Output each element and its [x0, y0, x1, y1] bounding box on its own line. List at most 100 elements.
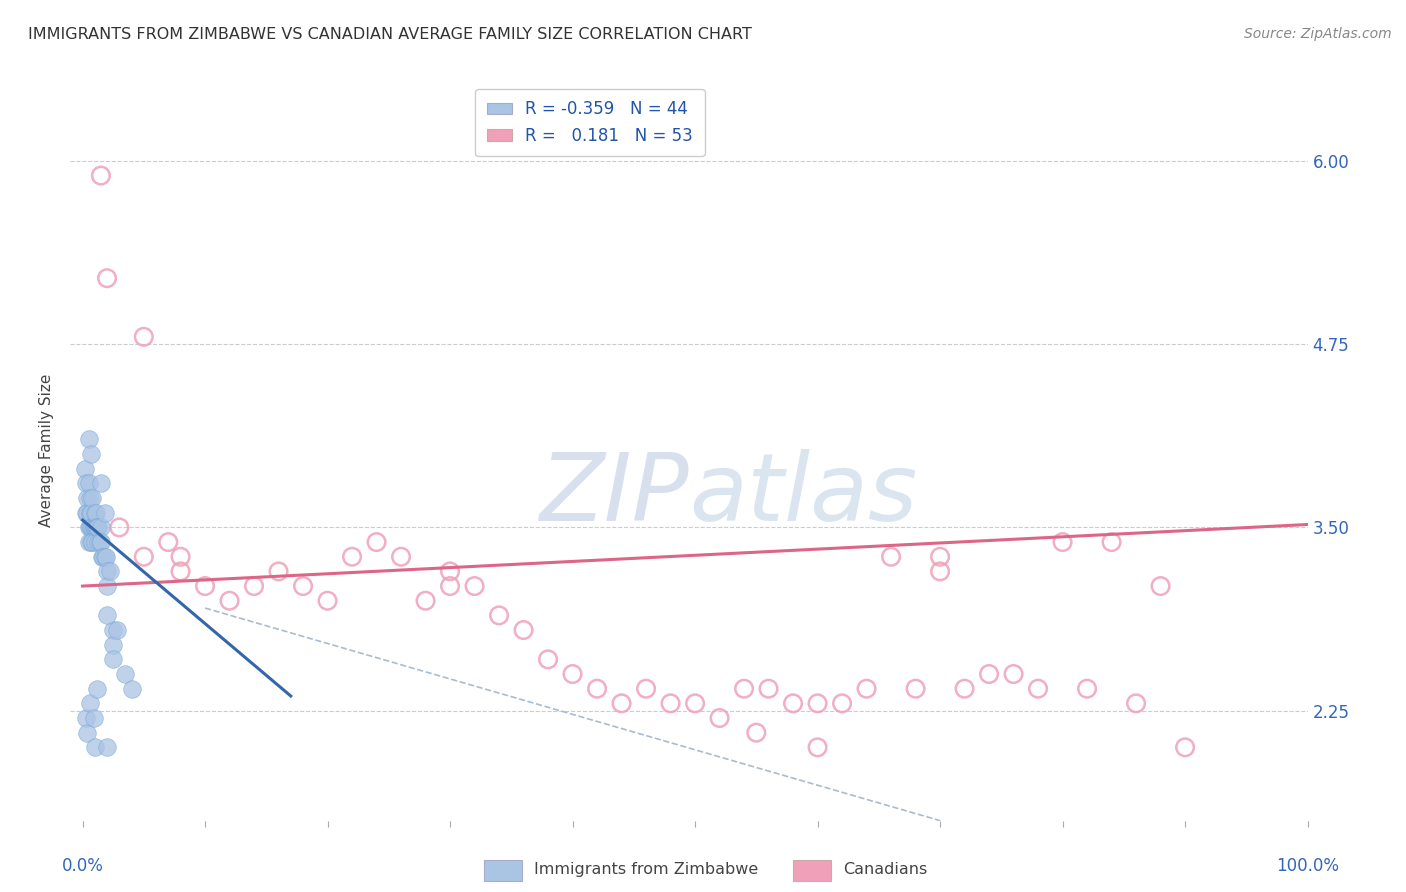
Point — [83, 506, 105, 520]
Point — [79, 506, 101, 520]
Point — [76, 491, 98, 505]
Point — [83, 520, 105, 534]
Point — [806, 697, 828, 711]
Legend: R = -0.359   N = 44, R =   0.181   N = 53: R = -0.359 N = 44, R = 0.181 N = 53 — [475, 88, 704, 156]
Point — [75, 476, 97, 491]
Text: 100.0%: 100.0% — [1277, 857, 1339, 875]
Point — [76, 506, 98, 520]
Y-axis label: Average Family Size: Average Family Size — [39, 374, 55, 527]
Text: Canadians: Canadians — [844, 863, 928, 877]
Point — [82, 520, 104, 534]
Point — [96, 565, 118, 579]
Point — [82, 535, 104, 549]
Point — [610, 697, 633, 711]
Point — [659, 697, 682, 711]
Point — [101, 623, 124, 637]
Point — [488, 608, 510, 623]
Point — [83, 711, 105, 725]
Point — [855, 681, 877, 696]
Point — [586, 681, 609, 696]
Point — [77, 535, 100, 549]
Point — [84, 520, 107, 534]
Point — [82, 491, 104, 505]
Point — [90, 520, 112, 534]
Point — [218, 593, 240, 607]
Point — [1026, 681, 1049, 696]
Point — [87, 520, 110, 534]
Point — [929, 565, 952, 579]
Point — [105, 623, 128, 637]
Text: Immigrants from Zimbabwe: Immigrants from Zimbabwe — [534, 863, 758, 877]
Point — [75, 711, 97, 725]
Point — [80, 506, 103, 520]
Text: atlas: atlas — [689, 450, 917, 541]
Point — [243, 579, 266, 593]
Point — [90, 535, 112, 549]
Point — [96, 740, 118, 755]
Point — [80, 520, 103, 534]
Point — [83, 740, 105, 755]
Point — [267, 565, 290, 579]
Point — [75, 506, 97, 520]
Point — [389, 549, 412, 564]
Text: IMMIGRANTS FROM ZIMBABWE VS CANADIAN AVERAGE FAMILY SIZE CORRELATION CHART: IMMIGRANTS FROM ZIMBABWE VS CANADIAN AVE… — [28, 27, 752, 42]
Point — [683, 697, 706, 711]
Point — [93, 506, 115, 520]
Point — [98, 565, 121, 579]
Point — [86, 520, 108, 534]
Point — [83, 520, 105, 534]
Point — [709, 711, 731, 725]
Point — [537, 652, 560, 666]
Point — [439, 579, 461, 593]
Point — [904, 681, 927, 696]
Point — [439, 565, 461, 579]
Point — [83, 535, 105, 549]
Point — [636, 681, 658, 696]
Point — [340, 549, 363, 564]
Point — [157, 535, 180, 549]
Point — [977, 667, 1000, 681]
Point — [733, 681, 755, 696]
Point — [108, 520, 131, 534]
Point — [77, 433, 100, 447]
Point — [806, 740, 828, 755]
Point — [101, 652, 124, 666]
Point — [782, 697, 804, 711]
Point — [96, 608, 118, 623]
Point — [1149, 579, 1171, 593]
Point — [745, 725, 768, 739]
Point — [292, 579, 315, 593]
Point — [77, 476, 100, 491]
Text: Source: ZipAtlas.com: Source: ZipAtlas.com — [1244, 27, 1392, 41]
Point — [1174, 740, 1197, 755]
Point — [121, 681, 143, 696]
Point — [83, 520, 105, 534]
Point — [1125, 697, 1147, 711]
Point — [831, 697, 853, 711]
Point — [79, 697, 101, 711]
Point — [94, 549, 117, 564]
Point — [1101, 535, 1123, 549]
Point — [96, 579, 118, 593]
Point — [84, 506, 107, 520]
Point — [415, 593, 437, 607]
Point — [83, 520, 105, 534]
Text: 0.0%: 0.0% — [62, 857, 104, 875]
Point — [1052, 535, 1074, 549]
Point — [132, 549, 155, 564]
Point — [561, 667, 583, 681]
Point — [1076, 681, 1098, 696]
Point — [93, 549, 115, 564]
Point — [89, 535, 111, 549]
Point — [76, 725, 98, 739]
Point — [96, 271, 118, 285]
Point — [1002, 667, 1025, 681]
Point — [194, 579, 217, 593]
Point — [80, 447, 103, 461]
Point — [101, 638, 124, 652]
Point — [77, 520, 100, 534]
Point — [512, 623, 534, 637]
Point — [86, 520, 108, 534]
Point — [929, 549, 952, 564]
Point — [93, 549, 115, 564]
